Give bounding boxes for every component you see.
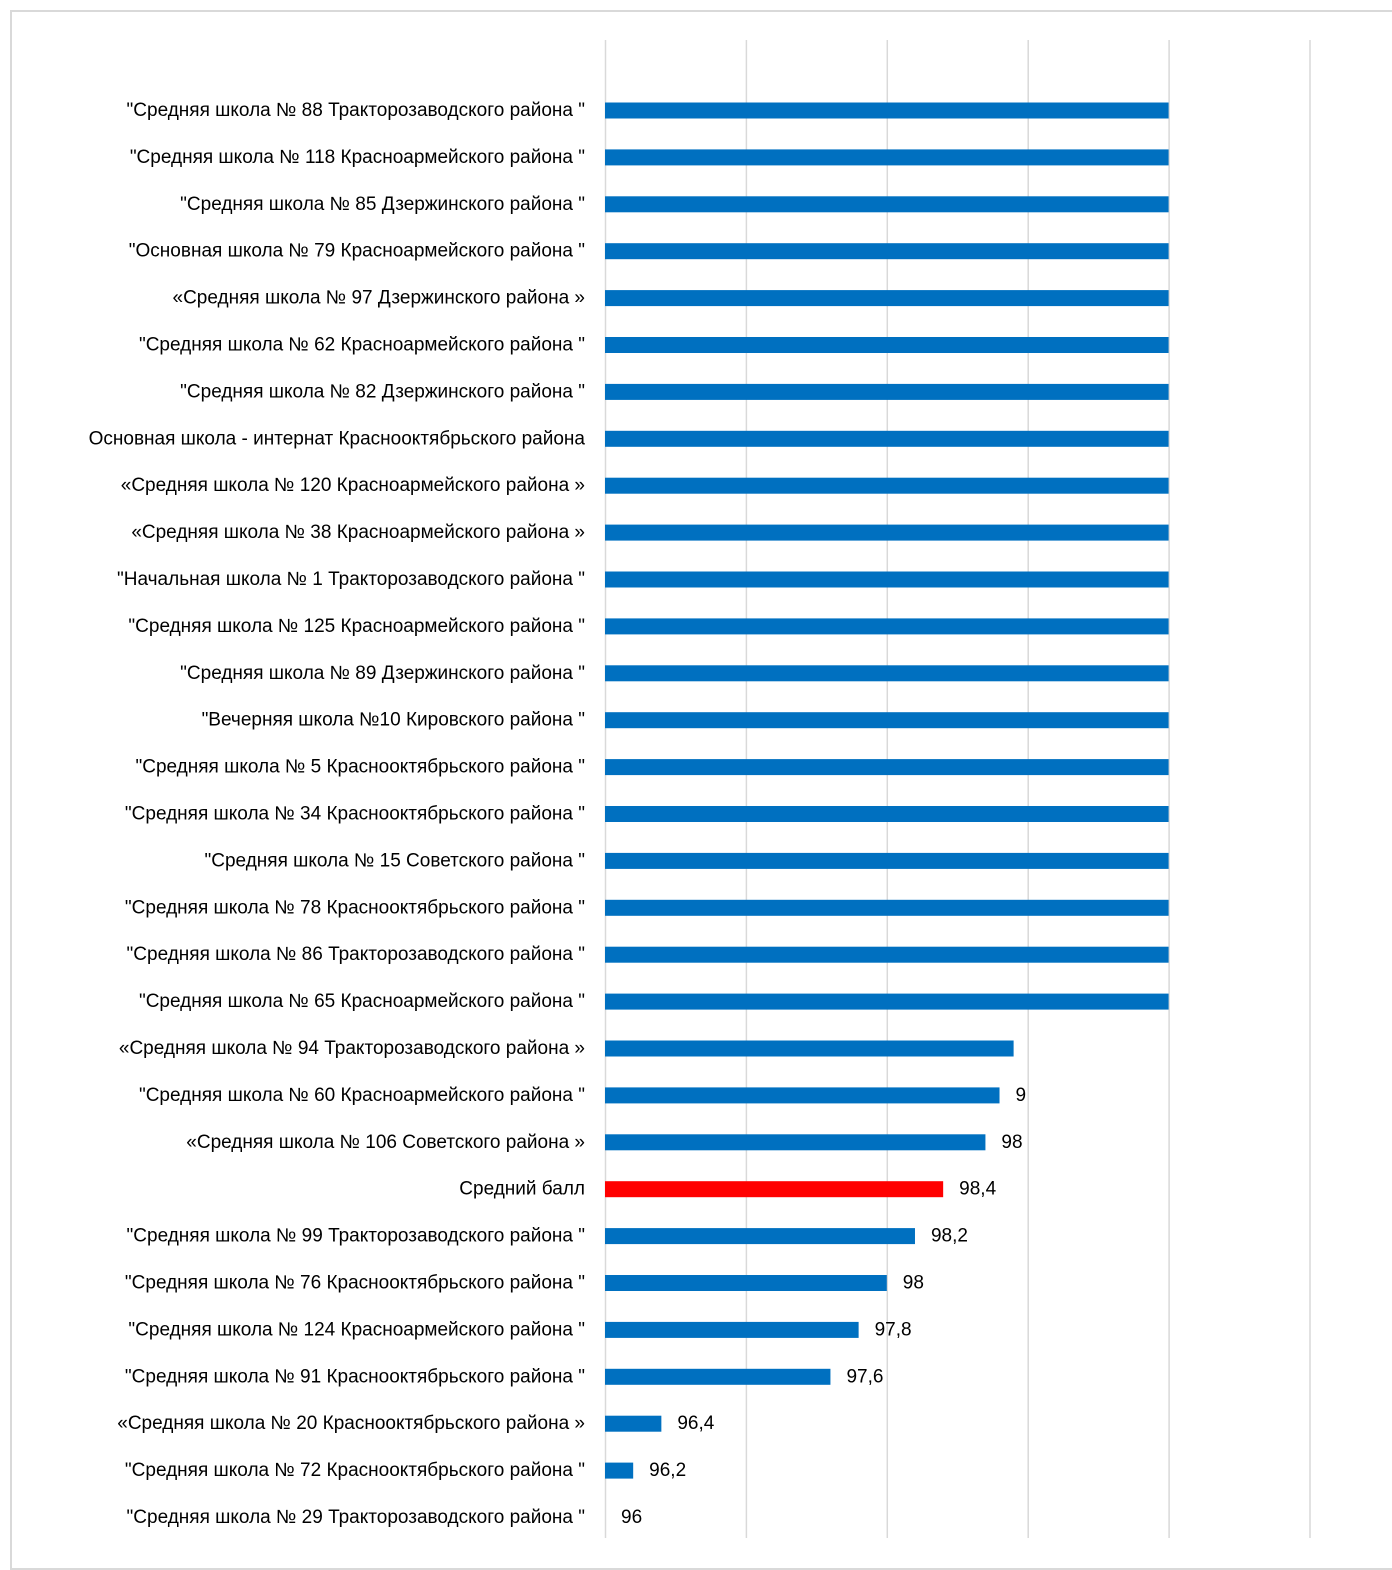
category-label-13: "Вечерняя школа №10 Кировского района " xyxy=(202,710,585,731)
bars xyxy=(605,102,1169,1479)
bar-19 xyxy=(605,993,1169,1010)
category-label-8: «Средняя школа № 120 Красноармейского ра… xyxy=(121,475,585,496)
category-label-23: Средний балл xyxy=(459,1179,585,1200)
bar-3 xyxy=(605,243,1169,260)
bar-9 xyxy=(605,524,1169,541)
category-label-25: "Средняя школа № 76 Краснооктябрьского р… xyxy=(125,1273,585,1294)
bar-27 xyxy=(605,1368,831,1385)
bar-11 xyxy=(605,618,1169,635)
value-label-29: 96,2 xyxy=(649,1460,686,1481)
bar-15 xyxy=(605,806,1169,822)
bar-chart: "Средняя школа № 88 Тракторозаводского р… xyxy=(89,40,1311,1538)
category-label-27: "Средняя школа № 91 Краснооктябрьского р… xyxy=(125,1366,585,1387)
category-label-29: "Средняя школа № 72 Краснооктябрьского р… xyxy=(125,1460,585,1481)
value-label-25: 98 xyxy=(903,1273,924,1294)
bar-6 xyxy=(605,383,1169,400)
category-label-16: "Средняя школа № 15 Советского района " xyxy=(205,850,585,871)
category-label-4: «Средняя школа № 97 Дзержинского района … xyxy=(173,288,585,309)
value-label-26: 97,8 xyxy=(875,1319,912,1340)
bar-18 xyxy=(605,946,1169,963)
category-label-9: «Средняя школа № 38 Красноармейского рай… xyxy=(131,522,585,543)
value-label-23: 98,4 xyxy=(959,1179,996,1200)
bar-10 xyxy=(605,571,1169,588)
category-label-17: "Средняя школа № 78 Краснооктябрьского р… xyxy=(125,897,585,918)
category-labels: "Средняя школа № 88 Тракторозаводского р… xyxy=(89,100,586,1528)
bar-20 xyxy=(605,1040,1014,1057)
bar-24 xyxy=(605,1228,915,1245)
gridlines xyxy=(604,40,1311,1538)
category-label-22: «Средняя школа № 106 Советского района » xyxy=(186,1132,585,1153)
bar-13 xyxy=(605,712,1169,729)
category-label-3: "Основная школа № 79 Красноармейского ра… xyxy=(129,241,585,262)
value-label-24: 98,2 xyxy=(931,1226,968,1247)
category-label-6: "Средняя школа № 82 Дзержинского района … xyxy=(180,381,585,402)
bar-4 xyxy=(605,290,1169,307)
bar-1 xyxy=(605,149,1169,166)
bar-25 xyxy=(605,1275,887,1291)
bar-14 xyxy=(605,759,1169,776)
bar-21 xyxy=(605,1087,1000,1104)
bar-7 xyxy=(605,430,1169,447)
category-label-1: "Средняя школа № 118 Красноармейского ра… xyxy=(130,147,585,168)
value-label-27: 97,6 xyxy=(846,1366,883,1387)
category-label-15: "Средняя школа № 34 Краснооктябрьского р… xyxy=(125,804,585,825)
value-label-22: 98 xyxy=(1001,1132,1022,1153)
bar-16 xyxy=(605,852,1169,869)
bar-29 xyxy=(605,1462,634,1479)
bar-26 xyxy=(605,1321,859,1338)
category-label-0: "Средняя школа № 88 Тракторозаводского р… xyxy=(127,100,585,121)
bar-0 xyxy=(605,102,1169,119)
category-label-26: "Средняя школа № 124 Красноармейского ра… xyxy=(128,1319,585,1340)
category-label-18: "Средняя школа № 86 Тракторозаводского р… xyxy=(127,944,585,965)
category-label-11: "Средняя школа № 125 Красноармейского ра… xyxy=(128,616,585,637)
category-label-19: "Средняя школа № 65 Красноармейского рай… xyxy=(139,991,585,1012)
bar-8 xyxy=(605,477,1169,494)
category-label-12: "Средняя школа № 89 Дзержинского района … xyxy=(180,663,585,684)
category-label-24: "Средняя школа № 99 Тракторозаводского р… xyxy=(127,1226,585,1247)
bar-2 xyxy=(605,196,1169,213)
category-label-30: "Средняя школа № 29 Тракторозаводского р… xyxy=(127,1507,585,1528)
bar-17 xyxy=(605,899,1169,916)
bar-28 xyxy=(605,1415,662,1432)
category-label-2: "Средняя школа № 85 Дзержинского района … xyxy=(180,194,585,215)
bar-22 xyxy=(605,1134,986,1151)
category-label-10: "Начальная школа № 1 Тракторозаводского … xyxy=(117,569,585,590)
category-label-20: «Средняя школа № 94 Тракторозаводского р… xyxy=(119,1038,585,1059)
chart-frame xyxy=(10,10,1392,1570)
category-label-14: "Средняя школа № 5 Краснооктябрьского ра… xyxy=(135,757,585,778)
value-labels: 9 98 98,4 98,2 98 97,8 97,6 96,4 96,2 96 xyxy=(621,1085,1026,1528)
value-label-30: 96 xyxy=(621,1507,642,1528)
category-label-7: Основная школа - интернат Краснооктябрьс… xyxy=(89,428,586,449)
value-label-21: 9 xyxy=(1016,1085,1027,1106)
bar-average xyxy=(605,1181,944,1198)
category-label-21: "Средняя школа № 60 Красноармейского рай… xyxy=(139,1085,585,1106)
bar-5 xyxy=(605,337,1169,353)
category-label-5: "Средняя школа № 62 Красноармейского рай… xyxy=(139,335,585,356)
category-label-28: «Средняя школа № 20 Краснооктябрьского р… xyxy=(117,1413,585,1434)
bar-12 xyxy=(605,665,1169,682)
value-label-28: 96,4 xyxy=(677,1413,714,1434)
